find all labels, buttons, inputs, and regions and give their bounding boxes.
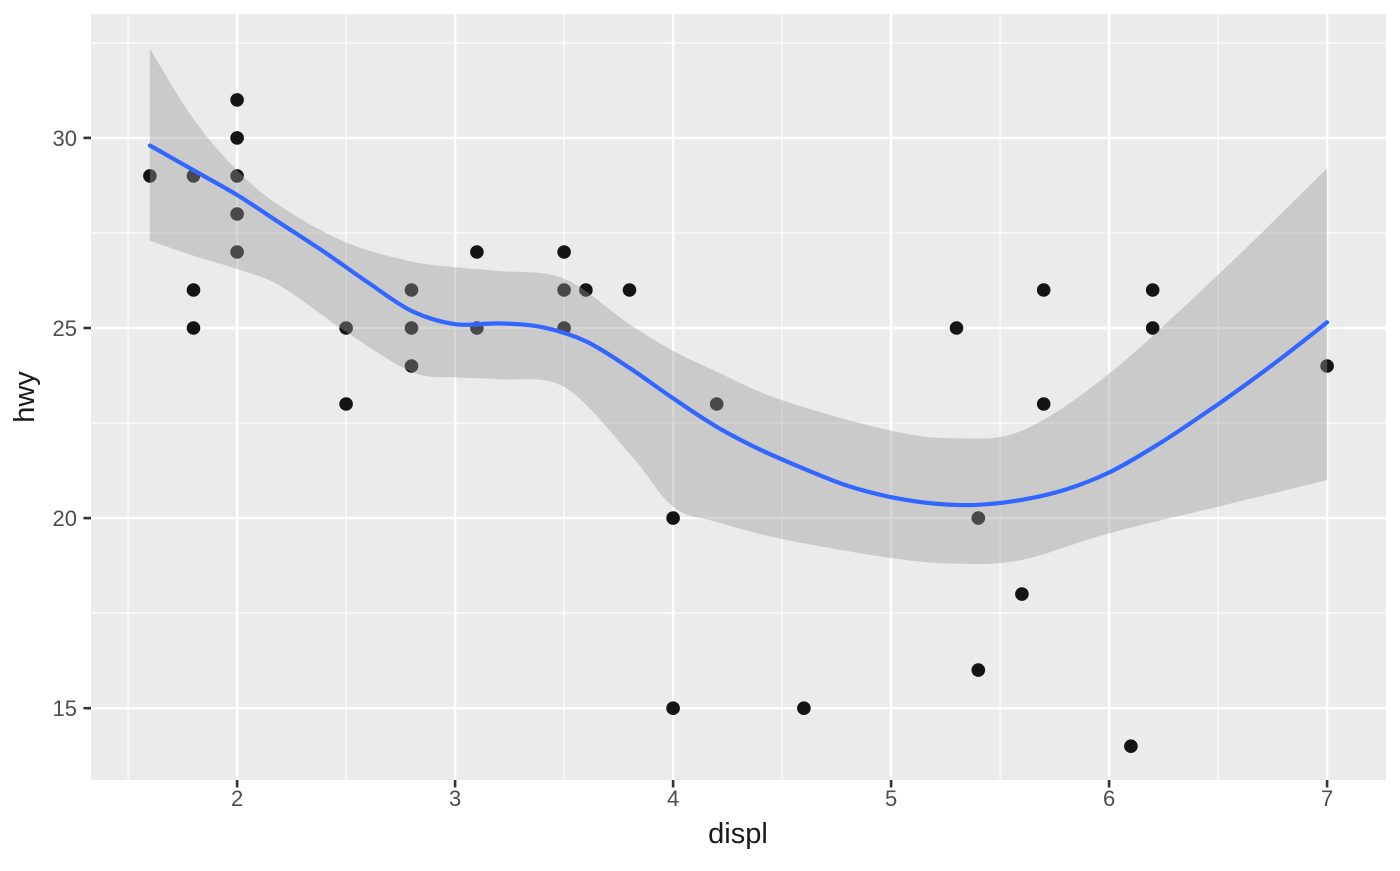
- axis-tick-marks: [83, 136, 1329, 788]
- data-point: [1320, 359, 1334, 373]
- data-point: [971, 511, 986, 525]
- data-point: [622, 283, 637, 297]
- data-point: [404, 359, 419, 373]
- major-gridlines: [91, 14, 1386, 780]
- data-point: [557, 245, 571, 259]
- data-point: [1124, 739, 1138, 753]
- data-point: [404, 283, 419, 297]
- x-axis-title: displ: [708, 818, 768, 850]
- x-tick-label: 7: [1321, 786, 1333, 811]
- data-point: [797, 701, 811, 715]
- x-tick-label: 5: [885, 786, 897, 811]
- data-point: [230, 93, 244, 107]
- data-point: [709, 397, 724, 411]
- data-point: [579, 283, 593, 297]
- data-point: [143, 169, 157, 183]
- confidence-ribbon: [149, 48, 1328, 564]
- data-point: [1015, 587, 1029, 601]
- data-point: [666, 511, 680, 525]
- scatter-points: [143, 93, 1334, 753]
- data-point: [230, 169, 244, 183]
- data-point: [1145, 283, 1160, 297]
- x-tick-label: 3: [449, 786, 461, 811]
- y-tick-label: 15: [53, 696, 77, 721]
- data-point: [470, 245, 484, 259]
- smooth-line: [147, 143, 1330, 508]
- y-tick-label: 25: [53, 316, 77, 341]
- y-axis-title: hwy: [9, 371, 41, 423]
- data-point: [186, 321, 201, 335]
- data-point: [1145, 321, 1160, 335]
- data-point: [339, 397, 353, 411]
- axis-tick-labels: 2 3 4 5 6 7 15 20 25 30: [53, 126, 1334, 811]
- y-tick-label: 20: [53, 506, 77, 531]
- data-point: [230, 207, 244, 221]
- data-point: [557, 283, 571, 297]
- x-tick-label: 4: [667, 786, 679, 811]
- data-point: [339, 321, 353, 335]
- data-point: [1036, 397, 1051, 411]
- plot-panel: [91, 14, 1386, 780]
- data-point: [666, 701, 680, 715]
- x-tick-label: 6: [1103, 786, 1115, 811]
- data-point: [971, 663, 986, 677]
- data-point: [230, 245, 244, 259]
- x-tick-label: 2: [231, 786, 243, 811]
- y-tick-label: 30: [53, 126, 77, 151]
- data-point: [949, 321, 964, 335]
- minor-gridlines: [91, 14, 1386, 780]
- data-point: [1036, 283, 1051, 297]
- data-point: [404, 321, 419, 335]
- data-point: [230, 131, 244, 145]
- data-point: [186, 283, 201, 297]
